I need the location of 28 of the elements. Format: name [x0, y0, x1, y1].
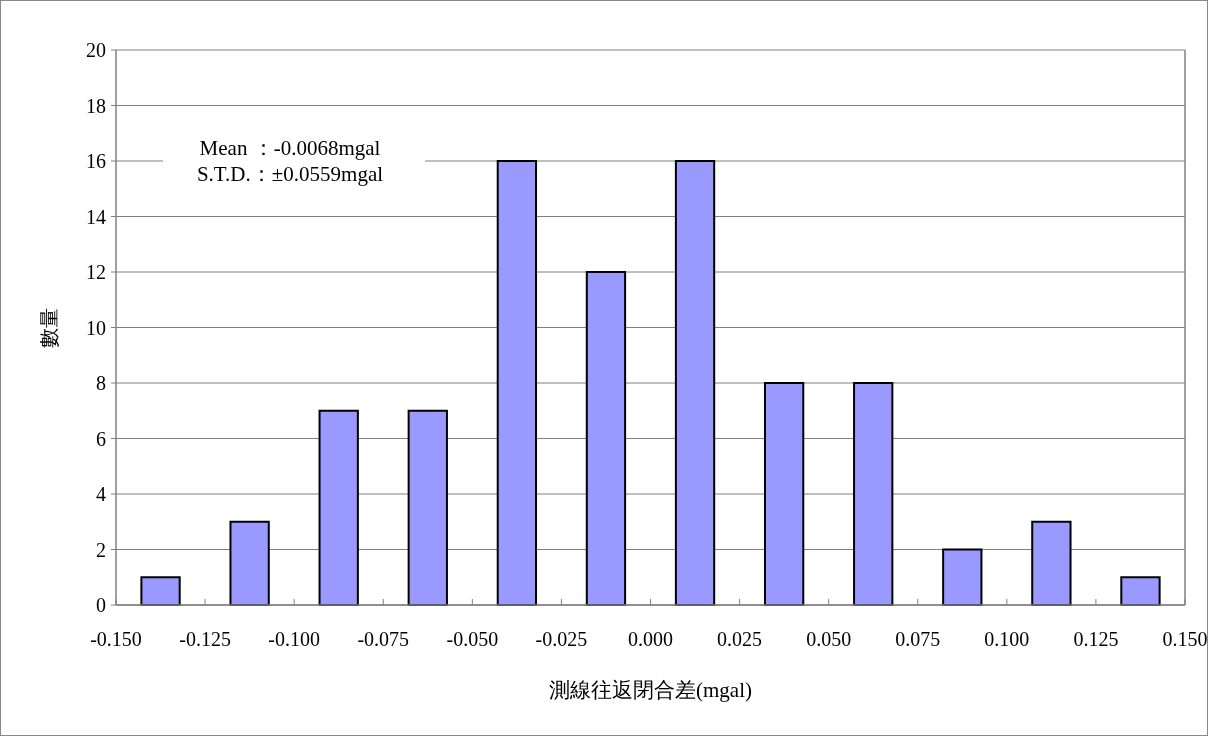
x-tick-label: -0.025 — [535, 628, 588, 650]
y-tick-label: 16 — [86, 150, 106, 172]
x-tick-label: -0.125 — [179, 628, 231, 650]
x-tick-label: -0.050 — [446, 628, 499, 650]
x-tick-label: 0.050 — [806, 628, 852, 650]
x-tick-label: 0.125 — [1073, 628, 1119, 650]
y-tick-label: 20 — [86, 39, 106, 61]
y-tick-label: 4 — [96, 483, 106, 505]
y-tick-label: 12 — [86, 261, 106, 283]
x-tick-label: 0.000 — [628, 628, 673, 650]
annotation: Mean ：-0.0068mgal — [199, 136, 381, 160]
y-tick-label: 10 — [86, 316, 106, 339]
annotation: S.T.D.：±0.0559mgal — [196, 162, 384, 186]
x-tick-label: -0.150 — [90, 628, 142, 650]
x-tick-label: 0.025 — [717, 628, 763, 650]
y-tick-label: 18 — [86, 94, 106, 117]
y-tick-label: 6 — [96, 427, 106, 450]
y-tick-label: 2 — [96, 538, 106, 561]
x-tick-label: 0.075 — [895, 628, 941, 650]
y-tick-label: 0 — [96, 594, 106, 616]
x-tick-label: 0.100 — [984, 628, 1030, 650]
y-axis-title: 數量 — [38, 307, 60, 348]
x-tick-label: 0.150 — [1162, 628, 1208, 650]
x-tick-label: -0.100 — [268, 628, 320, 650]
x-axis-title: 測線往返閉合差(mgal) — [549, 678, 752, 702]
y-tick-label: 14 — [86, 205, 106, 228]
y-tick-label: 8 — [96, 372, 106, 394]
x-tick-label: -0.075 — [357, 628, 410, 650]
